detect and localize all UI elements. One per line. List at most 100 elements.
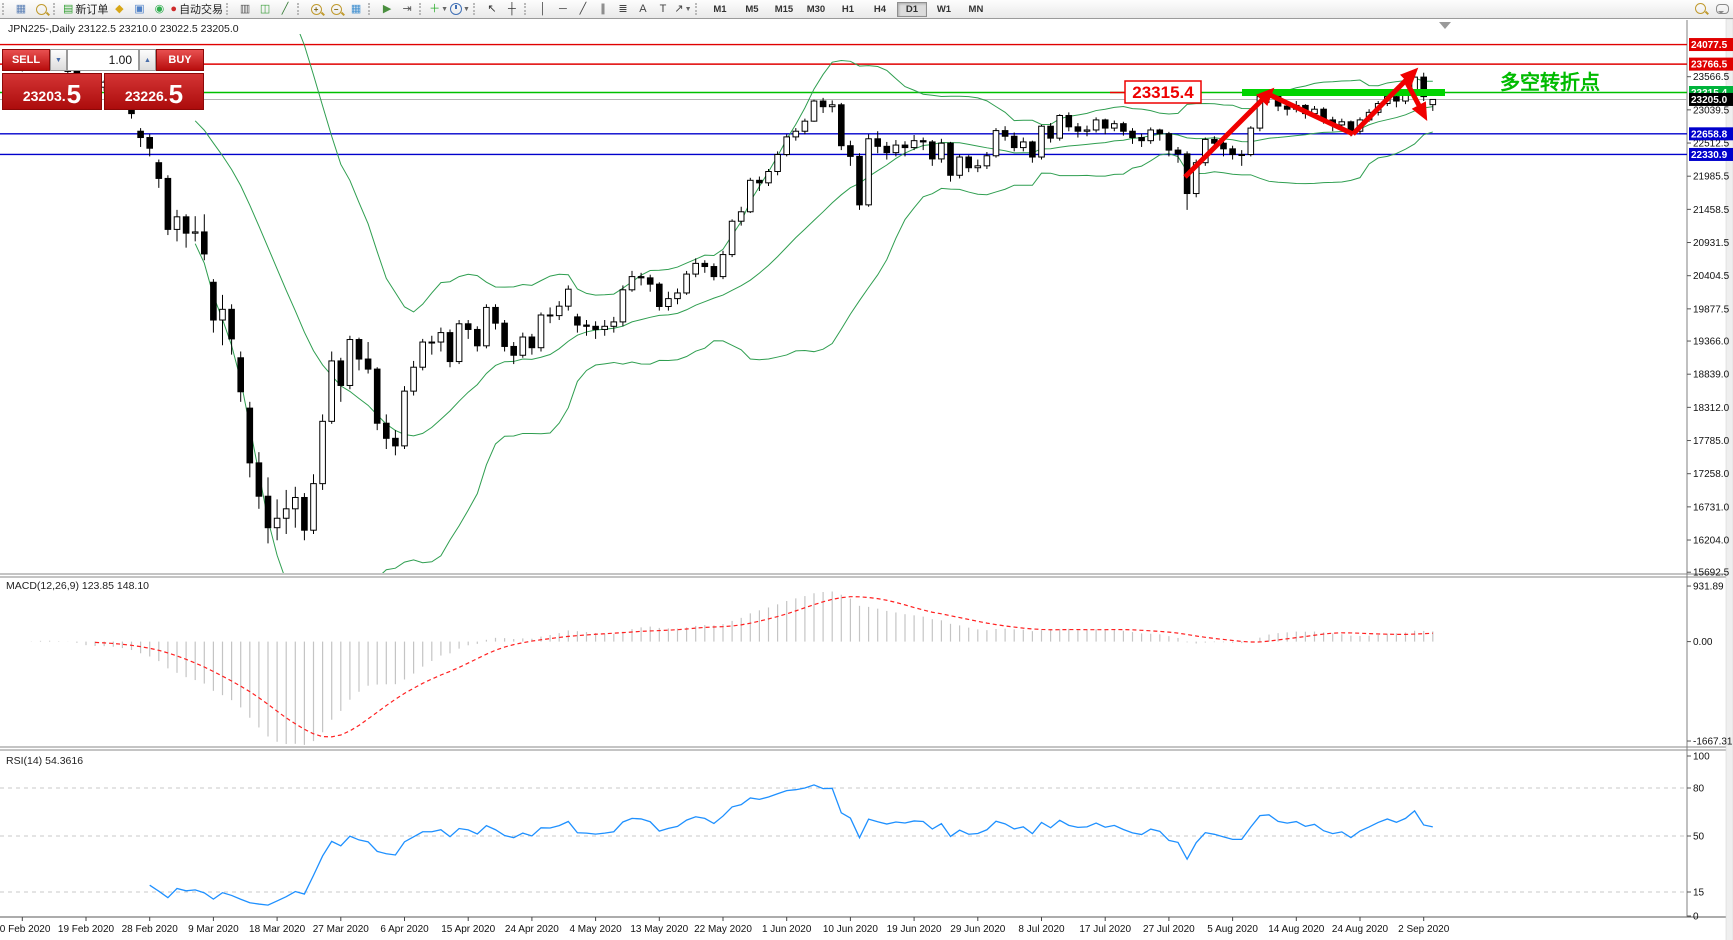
timeframe-d1-button[interactable]: D1	[896, 1, 927, 17]
label-icon: T	[659, 3, 667, 15]
cursor-icon: ↖	[487, 3, 497, 15]
candle-body	[774, 154, 781, 173]
candle-body	[637, 276, 645, 279]
trendline-icon: ╱	[579, 3, 587, 15]
candle-body	[237, 357, 244, 393]
price-axis-tick: 20931.5	[1693, 238, 1730, 249]
fibonacci-button[interactable]: ≣	[613, 1, 633, 17]
volume-input[interactable]: 1.00	[67, 49, 139, 71]
timeframe-w1-button[interactable]: W1	[936, 3, 952, 15]
svg-text:22658.8: 22658.8	[1691, 129, 1728, 140]
zoom-out-button[interactable]: −	[326, 1, 346, 17]
date-axis-label: 27 Mar 2020	[313, 924, 370, 935]
candle-body	[537, 314, 545, 349]
price-axis-tick: 16204.0	[1693, 536, 1730, 547]
search-icon[interactable]	[1695, 3, 1706, 14]
new-order-button[interactable]: ▤ 新订单	[62, 1, 109, 17]
date-axis-label: 4 May 2020	[569, 924, 622, 935]
trend-arrow[interactable]	[1351, 67, 1419, 136]
periods-button-dropdown[interactable]: ▼	[463, 5, 470, 13]
timeframe-h1-button[interactable]: H1	[841, 3, 855, 15]
bar-chart-button[interactable]: ▥	[235, 1, 255, 17]
horizontal-line-button[interactable]: ─	[553, 1, 573, 17]
candle-body	[483, 306, 490, 347]
price-axis-tick: 21985.5	[1693, 172, 1730, 183]
candle-body	[474, 328, 481, 347]
date-axis-label: 28 Feb 2020	[122, 924, 179, 935]
sell-price: 23203.	[22, 88, 66, 104]
main-price-pane[interactable]: 23315.4 多空转折点	[0, 19, 1687, 626]
label-button[interactable]: T	[653, 1, 673, 17]
date-axis-label: 13 May 2020	[630, 924, 688, 935]
chart-window-button[interactable]: ▦	[11, 1, 31, 17]
candle-body	[455, 323, 463, 363]
buy-button[interactable]: BUY	[156, 49, 204, 71]
rsi-line	[149, 784, 1433, 906]
bollinger-upper-band[interactable]	[195, 19, 1433, 313]
buy-price-panel[interactable]: 23226. 5	[104, 73, 204, 110]
candle-body	[464, 323, 472, 330]
price-axis-highlight-label	[1689, 127, 1733, 141]
periods-button[interactable]: ▼	[449, 1, 471, 17]
vertical-line-button[interactable]: │	[533, 1, 553, 17]
candle-body	[1120, 123, 1127, 132]
crosshair-button[interactable]: ┼	[502, 1, 522, 17]
date-axis-label: 27 Jul 2020	[1143, 924, 1195, 935]
arrows-button-dropdown[interactable]: ▼	[684, 5, 692, 13]
indicators-button[interactable]: ＋ ▼	[428, 1, 449, 17]
date-axis-label: 19 Jun 2020	[887, 924, 942, 935]
candlestick-chart-button[interactable]: ◫	[255, 1, 275, 17]
volume-increase-button[interactable]: ▲	[139, 49, 156, 71]
indicators-button-dropdown[interactable]: ▼	[441, 5, 448, 13]
candle-body	[164, 177, 172, 230]
equidistant-channel-button[interactable]: ∥	[593, 1, 613, 17]
crosshair-icon: ┼	[508, 3, 516, 15]
candle-body	[1074, 126, 1082, 132]
candle-body	[919, 140, 927, 143]
trend-arrow[interactable]	[1183, 87, 1275, 179]
timeframe-h4-button[interactable]: H4	[873, 3, 887, 15]
zoom-in-button[interactable]: +	[306, 1, 326, 17]
tile-windows-button[interactable]: ▦	[346, 1, 366, 17]
date-axis-label: 15 Apr 2020	[441, 924, 495, 935]
sell-button[interactable]: SELL	[2, 49, 50, 71]
trendline-button[interactable]: ╱	[573, 1, 593, 17]
macd-axis-tick: -1667.31	[1693, 737, 1733, 748]
navigator-button[interactable]: ▣	[129, 1, 149, 17]
trend-arrow[interactable]	[1403, 79, 1428, 121]
sell-price-panel[interactable]: 23203. 5	[2, 73, 102, 110]
price-chart-canvas[interactable]: 23315.4 多空转折点 23566.5 23039.5 22512.5 21985.5…	[0, 19, 1733, 940]
candle-body	[565, 288, 572, 307]
timeframe-m15-button[interactable]: M15	[774, 3, 794, 15]
timeframe-m5-button[interactable]: M5	[745, 3, 759, 15]
candle-body	[974, 165, 982, 169]
chat-icon[interactable]	[1716, 3, 1729, 14]
candle-body	[264, 495, 272, 529]
timeframe-m1-button[interactable]: M1	[713, 3, 727, 15]
price-axis-tick: 22512.5	[1693, 139, 1730, 150]
arrows-button[interactable]: ↗ ▼	[673, 1, 693, 17]
auto-scroll-button[interactable]: ▶	[377, 1, 397, 17]
cursor-button[interactable]: ↖	[482, 1, 502, 17]
timeframe-m30-button[interactable]: M30	[806, 3, 826, 15]
preview-button[interactable]	[31, 1, 51, 17]
signals-button[interactable]: ◉	[149, 1, 169, 17]
history-center-button[interactable]: ◆	[109, 1, 129, 17]
candle-body	[701, 262, 709, 268]
bollinger-lower-band[interactable]	[194, 131, 1433, 626]
price-axis-tick: 18839.0	[1693, 370, 1730, 381]
chart-window[interactable]: 23315.4 多空转折点 23566.5 23039.5 22512.5 21985.5…	[0, 18, 1733, 940]
level-label-box[interactable]	[1124, 80, 1202, 104]
turning-point-zone[interactable]	[1242, 89, 1445, 97]
date-axis-label: 2 Sep 2020	[1398, 924, 1450, 935]
candle-body	[373, 368, 381, 424]
text-button[interactable]: A	[633, 1, 653, 17]
trend-arrow[interactable]	[1266, 91, 1355, 137]
candle-body	[592, 325, 599, 330]
volume-decrease-button[interactable]: ▼	[50, 49, 67, 71]
timeframe-mn-button[interactable]: MN	[968, 3, 984, 15]
candle-body	[292, 496, 299, 510]
line-chart-button[interactable]: ╱	[275, 1, 295, 17]
chart-shift-button[interactable]: ⇥	[397, 1, 417, 17]
autotrading-button[interactable]: ● 自动交易	[169, 1, 224, 17]
